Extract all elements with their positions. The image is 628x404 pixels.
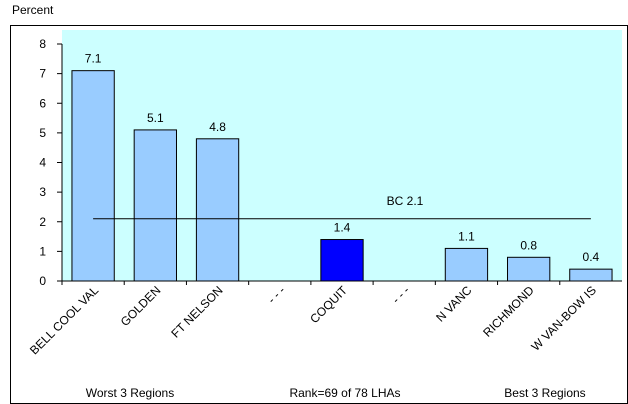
footer-left: Worst 3 Regions	[86, 386, 174, 400]
y-tick-label: 1	[39, 244, 46, 258]
footer-right: Best 3 Regions	[504, 386, 585, 400]
footer-center: Rank=69 of 78 LHAs	[289, 386, 400, 400]
data-label: 1.4	[334, 221, 351, 235]
y-tick-label: 3	[39, 185, 46, 199]
y-tick-label: 8	[39, 37, 46, 51]
data-label: 4.8	[209, 120, 226, 134]
y-tick-label: 2	[39, 215, 46, 229]
y-tick-label: 5	[39, 126, 46, 140]
bar	[133, 129, 177, 282]
data-label: 1.1	[458, 229, 475, 243]
bar	[507, 256, 551, 282]
bar	[444, 247, 489, 282]
bar	[569, 268, 613, 282]
y-tick-label: 4	[39, 156, 46, 170]
y-axis-label: Percent	[12, 3, 54, 17]
bar	[195, 138, 240, 282]
data-label: 0.4	[583, 250, 600, 264]
bar	[320, 239, 364, 282]
data-label: 0.8	[520, 238, 537, 252]
bar	[71, 70, 115, 282]
reference-label: BC 2.1	[387, 194, 424, 208]
data-label: 5.1	[147, 111, 164, 125]
y-tick-label: 6	[39, 96, 46, 110]
data-label: 7.1	[85, 52, 102, 66]
y-tick-label: 7	[39, 67, 46, 81]
y-tick-label: 0	[39, 274, 46, 288]
